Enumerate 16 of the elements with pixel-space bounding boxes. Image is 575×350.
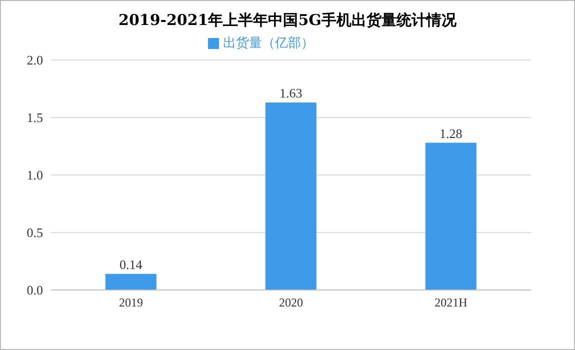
legend-label: 出货量（亿部） xyxy=(223,36,314,51)
bar xyxy=(425,142,476,290)
y-tick-label: 1.0 xyxy=(26,168,43,183)
bar xyxy=(105,274,156,290)
bar xyxy=(265,102,316,290)
chart-title: 2019-2021年上半年中国5G手机出货量统计情况 xyxy=(118,11,458,30)
y-tick-label: 0.5 xyxy=(26,225,43,240)
data-label: 1.63 xyxy=(280,86,302,101)
x-tick-label: 2020 xyxy=(279,296,303,310)
x-tick-label: 2021H xyxy=(434,296,468,310)
y-tick-label: 2.0 xyxy=(26,52,43,68)
y-tick-label: 1.5 xyxy=(26,110,43,126)
data-label: 1.28 xyxy=(440,126,462,141)
data-label: 0.14 xyxy=(120,256,143,272)
y-tick-label: 0.0 xyxy=(26,282,43,298)
x-tick-label: 2019 xyxy=(119,296,143,310)
